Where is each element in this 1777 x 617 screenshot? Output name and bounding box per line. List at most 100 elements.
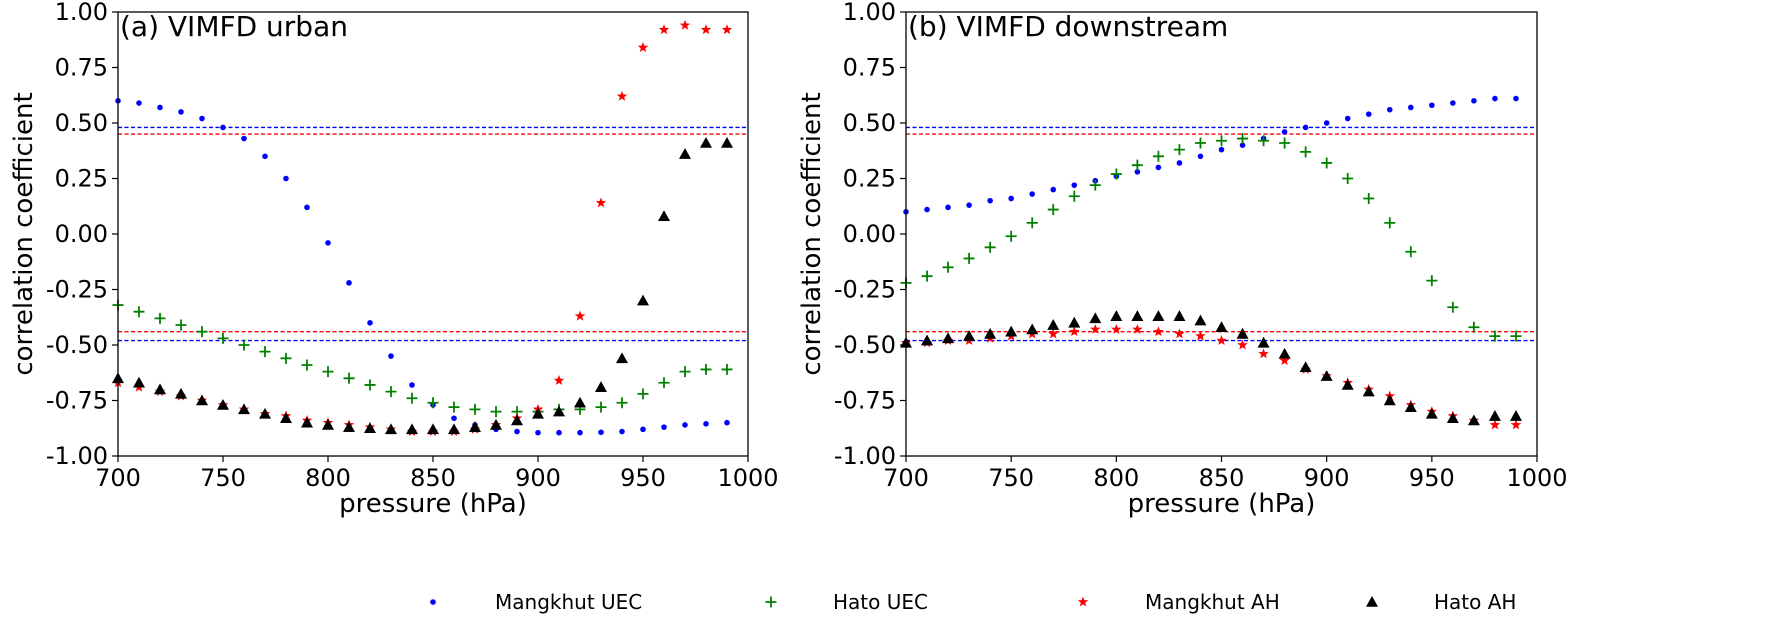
panel-a-mangkhut-ah-point (553, 375, 565, 385)
panel-a-hato-ah-point (700, 136, 712, 148)
panel-b-mangkhut-uec-point (1492, 95, 1498, 102)
panel-a-hato-uec-point (637, 388, 649, 400)
panel-a-mangkhut-uec-point (241, 135, 247, 142)
panel-a-hato-uec-point (343, 372, 355, 384)
panel-b-mangkhut-uec-point (987, 197, 993, 204)
panel-a-y-tick-label: 1.00 (55, 0, 108, 26)
panel-a-mangkhut-uec-point (682, 422, 688, 428)
panel-b-hato-uec-point (1447, 301, 1459, 313)
panel-b-mangkhut-uec-point (1450, 100, 1456, 106)
panel-b-mangkhut-ah-point (1090, 323, 1101, 334)
panel-a-hato-ah-point (175, 387, 187, 399)
panel-b-hato-ah-point (1215, 321, 1228, 333)
panel-a-hato-ah-point (280, 412, 292, 424)
panel-a-mangkhut-uec-point (283, 175, 289, 182)
panel-b-x-tick-label: 700 (883, 464, 929, 492)
panel-b-mangkhut-uec-point (1386, 106, 1393, 113)
panel-a-hato-ah-point (259, 407, 271, 419)
panel-a-mangkhut-uec-point (619, 428, 625, 435)
panel-a-mangkhut-uec-point (199, 115, 205, 122)
panel-b-y-tick-label: 0.00 (843, 220, 896, 248)
panel-b-y-tick-label: -1.00 (834, 442, 896, 470)
panel-a-hato-ah-point (490, 418, 502, 430)
panel-a-mangkhut-uec-point (220, 124, 226, 131)
panel-a-hato-uec-point (595, 401, 607, 413)
panel-b-hato-uec-point (1258, 135, 1270, 147)
panel-a-hato-uec-point (301, 359, 313, 371)
panel-a-hato-ah-point (364, 422, 376, 434)
panel-b-mangkhut-uec-point (1513, 95, 1519, 102)
legend-marker-hato-uec (765, 596, 777, 608)
panel-b-mangkhut-uec-point (1029, 191, 1035, 197)
legend: Mangkhut UEC Hato UEC Mangkhut AH Hato AH (430, 590, 1516, 614)
legend-label-mangkhut-ah: Mangkhut AH (1145, 590, 1280, 614)
panel-a-y-tick-label: -0.25 (46, 276, 108, 304)
panel-b-mangkhut-uec-point (1155, 164, 1162, 171)
panel-b-hato-uec-point (1342, 173, 1354, 184)
panel-a-hato-ah-point (511, 414, 523, 426)
panel-b-mangkhut-ah-point (1069, 326, 1080, 337)
panel-b-mangkhut-uec-point (1197, 153, 1204, 160)
panel-b-hato-uec-point (1489, 330, 1501, 342)
panel-b-x-axis-label: pressure (hPa) (1128, 489, 1316, 519)
panel-a-hato-uec-point (259, 346, 271, 358)
panel-a-hato-uec-point (721, 363, 733, 375)
panel-b-y-tick-label: 0.25 (843, 165, 896, 193)
panel-b-hato-ah-point (1005, 325, 1018, 337)
panel-a-hato-uec-point (616, 397, 628, 409)
panel-a-hato-uec-point (385, 386, 397, 398)
panel-b-hato-uec-point (1426, 275, 1438, 287)
legend-item-mangkhut-ah: Mangkhut AH (1077, 590, 1280, 614)
panel-b-x-tick-label: 950 (1409, 464, 1455, 492)
panel-a-title: (a) VIMFD urban (120, 10, 348, 43)
panel-a-mangkhut-uec-point (262, 153, 268, 160)
panel-b-mangkhut-ah-point (1132, 323, 1143, 334)
panel-a-x-tick-label: 850 (410, 464, 456, 492)
panel-b-mangkhut-uec-point (966, 202, 972, 208)
panel-b-y-tick-label: 1.00 (843, 0, 896, 26)
panel-b-y-tick-label: 0.75 (843, 54, 896, 82)
panel-b-hato-ah-point (921, 334, 934, 346)
panel-a-hato-ah-point (448, 423, 460, 435)
panel-b-hato-ah-point (1467, 414, 1480, 426)
panel-a-mangkhut-ah-point (574, 310, 586, 321)
panel-a-hato-uec-point (469, 403, 481, 415)
legend-marker-mangkhut-ah (1077, 596, 1089, 607)
panel-b-mangkhut-ah-point (1153, 326, 1164, 337)
panel-b-plot-frame (905, 11, 1538, 457)
panel-a-hato-ah-point (154, 383, 166, 395)
panel-a-mangkhut-ah-point (700, 24, 712, 35)
legend-label-mangkhut-uec: Mangkhut UEC (495, 590, 642, 614)
panel-b-series-mangkhut-uec (903, 95, 1519, 215)
panel-b-hato-ah-point (1278, 347, 1291, 359)
panel-a-hato-uec-point (175, 319, 187, 331)
panel-a-hato-ah-point (238, 403, 250, 415)
panel-b-series-hato-uec (900, 133, 1522, 342)
panel-a-y-tick-label: 0.75 (55, 54, 108, 82)
panel-a-hato-ah-point (679, 148, 691, 159)
panel-a-mangkhut-uec-point (157, 104, 163, 111)
panel-b-hato-ah-point (1383, 394, 1396, 406)
panel-a: 700 750 800 850 900 950 1000 1.00 0.75 0.50 0.25 0.… (9, 0, 779, 519)
panel-b-hato-uec-point (1279, 137, 1291, 149)
panel-b-y-tick-label: -0.25 (834, 276, 896, 304)
panel-b-mangkhut-ah-point (1489, 419, 1501, 430)
panel-b-mangkhut-uec-point (1365, 111, 1372, 117)
legend-label-hato-ah: Hato AH (1434, 590, 1516, 614)
panel-b-mangkhut-ah-point (1174, 328, 1185, 339)
panel-b-mangkhut-uec-point (1302, 124, 1309, 131)
panel-b-hato-uec-point (1089, 179, 1101, 191)
panel-b-hato-ah-point (984, 327, 997, 339)
panel-b-x-tick-label: 1000 (1506, 464, 1567, 492)
panel-a-hato-ah-point (658, 210, 670, 222)
panel-a-y-tick-label: -1.00 (46, 442, 108, 470)
panel-a-x-tick-label: 700 (95, 464, 141, 492)
panel-b-x-tick-label: 850 (1199, 464, 1245, 492)
panel-b-mangkhut-uec-point (1323, 120, 1330, 126)
panel-b-hato-uec-point (1300, 146, 1312, 158)
panel-a-mangkhut-uec-point (661, 424, 667, 430)
panel-b-hato-ah-point (1446, 412, 1459, 424)
panel-a-mangkhut-uec-point (724, 419, 730, 426)
panel-b-mangkhut-uec-point (1071, 182, 1078, 188)
panel-b-mangkhut-uec-point (1239, 142, 1246, 148)
